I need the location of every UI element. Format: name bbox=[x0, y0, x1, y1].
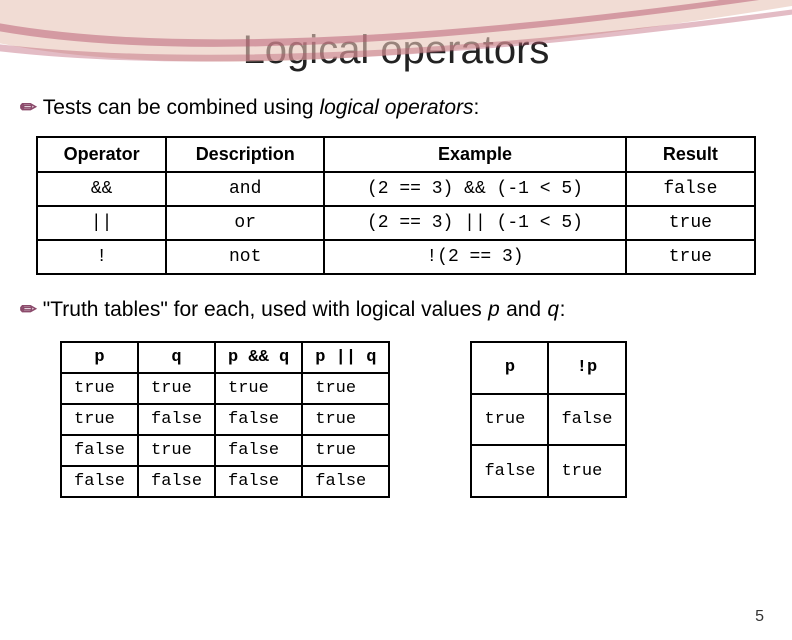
bullet1-text: Tests can be combined using bbox=[43, 96, 320, 119]
table-row: falsetrue bbox=[471, 445, 625, 497]
col-operator: Operator bbox=[37, 137, 166, 172]
table-header-row: p q p && q p || q bbox=[61, 342, 389, 373]
truth-table-not: p !p truefalse falsetrue bbox=[470, 341, 626, 498]
col-result: Result bbox=[626, 137, 755, 172]
page-number: 5 bbox=[755, 608, 764, 626]
slide-title: Logical operators bbox=[0, 28, 792, 73]
table-row: falsetruefalsetrue bbox=[61, 435, 389, 466]
var-q: q bbox=[547, 300, 560, 323]
table-row: falsefalsefalsefalse bbox=[61, 466, 389, 497]
bullet1-em: logical operators bbox=[319, 96, 473, 119]
table-row: || or (2 == 3) || (-1 < 5) true bbox=[37, 206, 755, 240]
bullet2-post: : bbox=[560, 298, 566, 321]
table-header-row: Operator Description Example Result bbox=[37, 137, 755, 172]
th-p: p bbox=[61, 342, 138, 373]
th-q: q bbox=[138, 342, 215, 373]
table-row: truetruetruetrue bbox=[61, 373, 389, 404]
truth-tables-wrap: p q p && q p || q truetruetruetrue truef… bbox=[60, 341, 792, 498]
bullet2-text: "Truth tables" for each, used with logic… bbox=[43, 298, 488, 321]
th-p: p bbox=[471, 342, 548, 394]
col-description: Description bbox=[166, 137, 324, 172]
bullet-icon: ✏ bbox=[20, 95, 37, 120]
table-row: truefalse bbox=[471, 394, 625, 446]
operators-table: Operator Description Example Result && a… bbox=[36, 136, 756, 275]
bullet-2: ✏ "Truth tables" for each, used with log… bbox=[20, 297, 792, 323]
table-row: ! not !(2 == 3) true bbox=[37, 240, 755, 274]
table-row: && and (2 == 3) && (-1 < 5) false bbox=[37, 172, 755, 206]
th-notp: !p bbox=[548, 342, 625, 394]
col-example: Example bbox=[324, 137, 626, 172]
table-row: truefalsefalsetrue bbox=[61, 404, 389, 435]
bullet1-post: : bbox=[474, 96, 480, 119]
bullet-icon: ✏ bbox=[20, 297, 37, 322]
bullet-1: ✏ Tests can be combined using logical op… bbox=[20, 95, 792, 120]
truth-table-pq: p q p && q p || q truetruetruetrue truef… bbox=[60, 341, 390, 498]
bullet2-and: and bbox=[500, 298, 547, 321]
table-header-row: p !p bbox=[471, 342, 625, 394]
var-p: p bbox=[488, 300, 501, 323]
th-and: p && q bbox=[215, 342, 302, 373]
th-or: p || q bbox=[302, 342, 389, 373]
